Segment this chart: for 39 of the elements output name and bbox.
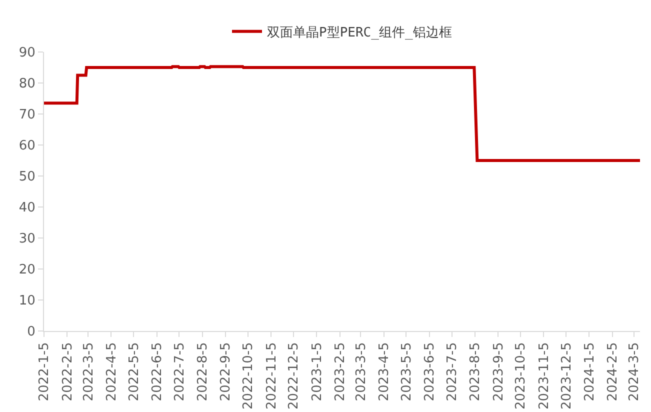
legend-label: 双面单晶P型PERC_组件_铝边框 [267,25,452,40]
x-tick-label: 2023-4-5 [377,342,392,402]
y-tick-label: 90 [18,46,36,61]
x-tick-label: 2023-2-5 [332,342,348,402]
x-tick-label: 2023-7-5 [445,342,460,402]
y-tick-label: 20 [18,262,36,278]
x-tick-label: 2022-8-5 [196,342,211,402]
x-tick-label: 2023-5-5 [399,342,414,402]
x-tick-label: 2023-3-5 [354,342,369,402]
x-tick-label: 2022-7-5 [172,342,188,402]
y-tick-label: 60 [18,138,36,154]
x-tick-label: 2024-1-5 [582,342,598,402]
x-tick-label: 2024-2-5 [606,342,621,402]
x-tick-label: 2022-9-5 [218,342,234,402]
x-tick-label: 2022-6-5 [150,342,166,402]
x-tick-label: 2023-9-5 [491,342,506,402]
y-tick-label: 40 [18,200,36,216]
x-tick-label: 2022-3-5 [81,342,96,402]
x-tick-label: 2022-1-5 [37,342,52,402]
x-tick-label: 2023-12-5 [559,342,574,410]
x-tick-label: 2023-10-5 [514,342,529,410]
y-tick-label: 0 [27,324,36,340]
y-tick-label: 10 [18,294,36,309]
x-tick-label: 2023-1-5 [310,342,325,402]
y-tick-label: 50 [18,170,36,185]
x-tick-label: 2023-11-5 [536,342,552,410]
x-tick-label: 2022-10-5 [241,342,256,410]
y-tick-label: 30 [18,232,36,247]
x-tick-label: 2022-11-5 [264,342,280,410]
x-tick-label: 2023-8-5 [468,342,484,402]
x-tick-label: 2023-6-5 [422,342,438,402]
x-tick-label: 2022-5-5 [126,342,142,402]
x-tick-label: 2022-2-5 [60,342,76,402]
x-tick-label: 2022-4-5 [104,342,120,402]
y-tick-label: 70 [18,108,36,123]
x-tick-label: 2024-3-5 [627,342,642,402]
line-series [44,65,640,162]
x-tick-label: 2022-12-5 [286,342,302,410]
y-tick-label: 80 [18,76,36,92]
